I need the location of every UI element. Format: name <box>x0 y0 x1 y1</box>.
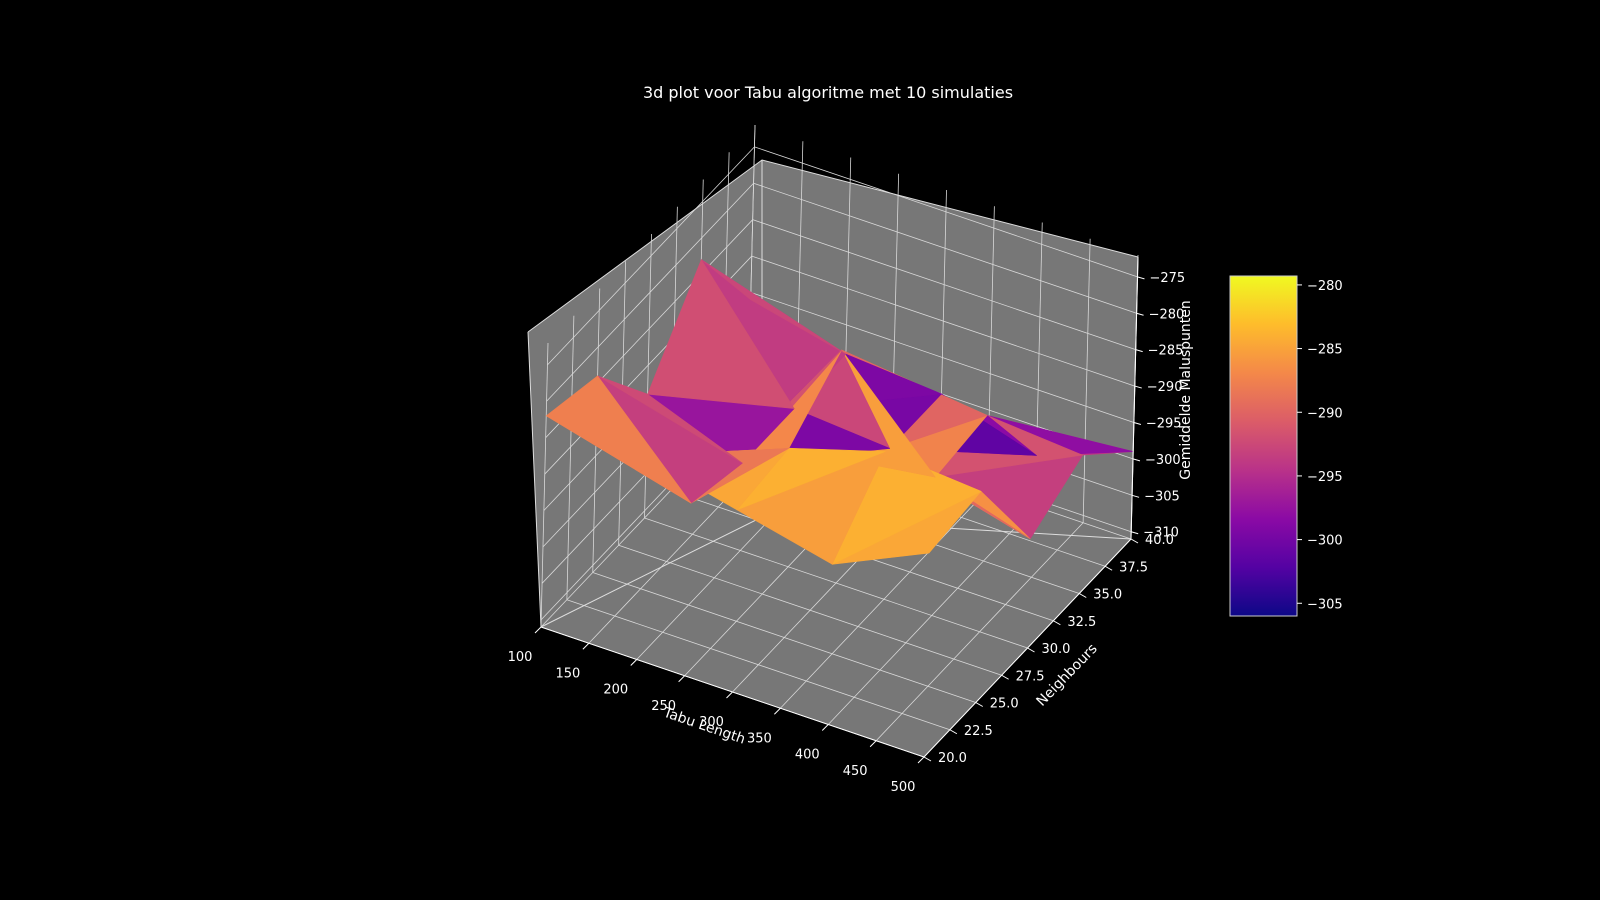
z-tick-mark <box>1134 385 1142 389</box>
x-tick-label: 450 <box>843 764 868 779</box>
z-tick-label: −275 <box>1149 271 1185 286</box>
x-tick-label: 150 <box>555 666 580 681</box>
z-tick-mark <box>1132 458 1141 462</box>
y-tick-label: 37.5 <box>1119 560 1148 575</box>
z-tick-label: −300 <box>1145 453 1181 468</box>
x-tick-mark <box>726 691 733 699</box>
colorbar-tick-label: −280 <box>1307 279 1343 294</box>
x-tick-mark <box>630 659 638 666</box>
chart-title: 3d plot voor Tabu algoritme met 10 simul… <box>643 83 1013 102</box>
colorbar-tick-label: −290 <box>1307 406 1343 421</box>
grid-line <box>618 544 1002 676</box>
colorbar-tick-label: −285 <box>1307 343 1343 358</box>
grid-line <box>752 219 1136 351</box>
grid-line <box>547 146 755 366</box>
colorbar-tick-label: −305 <box>1307 597 1343 612</box>
z-tick-label: −285 <box>1148 344 1184 359</box>
grid-line <box>644 517 1028 649</box>
y-tick-mark <box>1130 538 1139 544</box>
surface-facet <box>700 259 847 355</box>
x-tick-label: 300 <box>699 715 724 730</box>
x-tick-mark <box>869 740 877 748</box>
x-tick-label: 200 <box>603 683 628 698</box>
x-tick-label: 100 <box>508 650 533 665</box>
z-tick-mark <box>1133 422 1142 425</box>
z-tick-label: −305 <box>1144 489 1180 504</box>
y-tick-mark <box>1079 593 1087 598</box>
grid-line <box>592 572 976 703</box>
y-tick-label: 40.0 <box>1145 533 1174 548</box>
grid-line <box>751 255 1135 387</box>
grid-line <box>566 599 951 731</box>
floor-pane <box>541 517 1131 757</box>
z-axis: −310 −305 −300 −295 −290 −285 −280 −275 Gemidde… <box>1130 256 1194 541</box>
grid-line <box>540 342 549 628</box>
x-tick-label: 400 <box>795 748 820 763</box>
y-tick-label: 35.0 <box>1093 588 1122 603</box>
z-tick-mark <box>1131 531 1139 535</box>
x-tick-mark <box>821 724 829 731</box>
z-tick-mark <box>1135 349 1143 353</box>
surface-facet <box>647 259 795 409</box>
x-tick-mark <box>582 642 590 650</box>
colorbar-tick-label: −295 <box>1307 470 1343 485</box>
x-tick-mark <box>917 756 925 764</box>
surface-facet <box>545 375 692 504</box>
y-tick-label: 22.5 <box>964 724 993 739</box>
y-tick-label: 32.5 <box>1067 615 1096 630</box>
y-tick-mark <box>949 729 958 735</box>
z-tick-label: −280 <box>1149 307 1185 322</box>
x-tick-mark <box>678 675 685 683</box>
grid-line <box>754 146 1138 278</box>
colorbar: −305 −300 −295 −290 −285 −280 <box>1229 275 1343 617</box>
x-tick-mark <box>774 707 781 715</box>
x-tick-label: 350 <box>747 731 772 746</box>
z-tick-label: −310 <box>1143 526 1179 541</box>
y-tick-mark <box>1053 620 1061 626</box>
grid-line <box>750 292 1135 423</box>
colorbar-gradient <box>1229 275 1298 617</box>
y-tick-mark <box>1104 565 1113 571</box>
y-tick-label: 25.0 <box>990 697 1019 712</box>
z-axis-label: Gemiddelde Maluspunten <box>1178 300 1194 480</box>
z-tick-mark <box>1136 312 1144 316</box>
z-tick-mark <box>1137 276 1145 280</box>
grid-line <box>753 182 1137 314</box>
colorbar-tick-label: −300 <box>1307 534 1343 549</box>
y-tick-label: 30.0 <box>1042 642 1071 657</box>
y-tick-label: 27.5 <box>1016 669 1045 684</box>
x-tick-label: 500 <box>891 780 916 795</box>
z-tick-label: −290 <box>1147 380 1183 395</box>
y-tick-label: 20.0 <box>938 751 967 766</box>
surface-facet <box>597 375 743 464</box>
grid-line <box>1082 238 1091 523</box>
grid-line <box>546 182 754 402</box>
y-tick-mark <box>1001 674 1009 680</box>
y-tick-mark <box>975 702 983 707</box>
x-axis-label: Tabu Length <box>660 704 747 747</box>
z-tick-label: −295 <box>1146 416 1182 431</box>
grid-line <box>566 315 575 600</box>
y-tick-mark <box>1027 647 1035 653</box>
z-tick-mark <box>1131 494 1140 498</box>
x-tick-label: 250 <box>651 699 676 714</box>
x-tick-mark <box>534 626 542 634</box>
surface <box>545 259 1134 565</box>
y-tick-mark <box>923 756 932 762</box>
